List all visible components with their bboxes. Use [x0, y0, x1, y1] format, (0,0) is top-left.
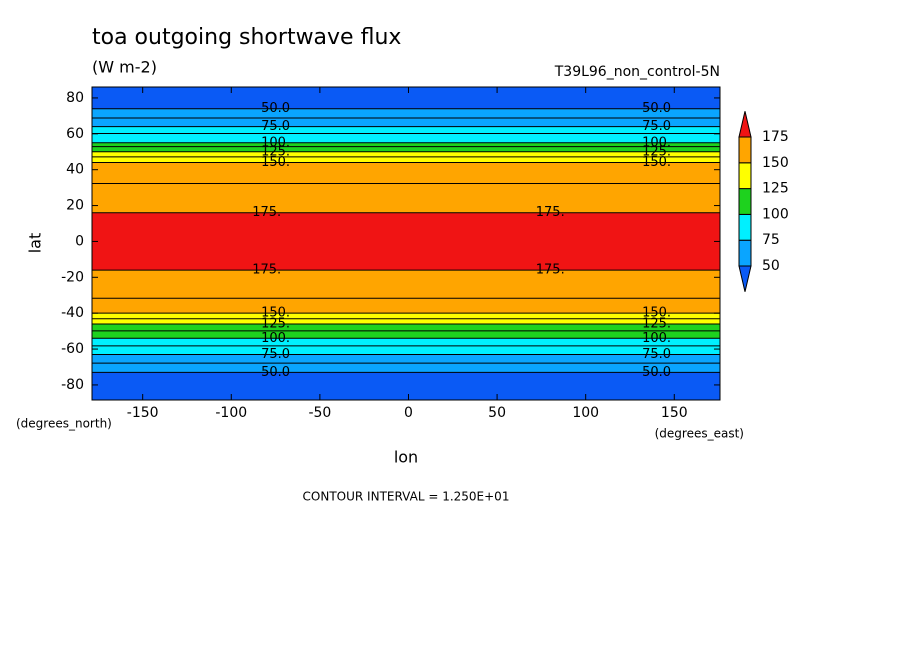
contour-label-bg: 100.: [642, 331, 671, 346]
contour-interval: CONTOUR INTERVAL = 1.250E+01: [303, 490, 510, 504]
colorbar-box: [738, 111, 752, 138]
flux-band: [92, 212, 720, 233]
y-tick-label: -20: [61, 269, 84, 285]
contour-label-bg: 175.: [252, 263, 281, 278]
flux-band: [92, 187, 720, 214]
x-tick-label: -150: [127, 405, 159, 421]
contour-label-bg: 150.: [261, 306, 290, 321]
flux-band: [92, 151, 720, 158]
contour-label-bg: 125.: [261, 144, 290, 159]
flux-band: [92, 330, 720, 339]
contour-label-bg: 125.: [642, 316, 671, 331]
flux-band: [92, 126, 720, 135]
flux-band: [92, 133, 720, 144]
contour-label-bg: 75.0: [642, 347, 671, 362]
flux-band: [92, 146, 720, 153]
flux-band: [92, 345, 720, 355]
flux-band: [92, 318, 720, 325]
x-tick-label: 0: [404, 405, 413, 421]
y-tick-label: 60: [66, 126, 84, 142]
y-tick-label: -40: [61, 305, 84, 321]
flux-band: [92, 162, 720, 188]
contour-label-bg: 125.: [642, 144, 671, 159]
colorbar-box: [738, 265, 752, 292]
x-axis-units: (degrees_east): [655, 427, 744, 441]
contour-label-bg: 175.: [536, 205, 565, 220]
x-tick-label: 150: [661, 405, 688, 421]
colorbar-box: [738, 162, 752, 190]
contour-label-bg: 150.: [261, 155, 290, 170]
contour-label-bg: 50.0: [261, 365, 290, 380]
flux-band: [92, 232, 720, 251]
flux-band: [92, 354, 720, 364]
colorbar-label: 75: [762, 232, 780, 248]
flux-band: [92, 156, 720, 163]
flux-band: [92, 312, 720, 319]
x-tick-label: -50: [308, 405, 331, 421]
contour-label-bg: 175.: [252, 205, 281, 220]
colorbar-label: 175: [762, 129, 789, 145]
contour-label-bg: 175.: [536, 263, 565, 278]
colorbar-label: 50: [762, 258, 780, 274]
x-tick-label: 50: [488, 405, 506, 421]
chart-subtitle: (W m-2): [92, 58, 157, 77]
colorbar-label: 125: [762, 181, 789, 197]
flux-band: [92, 384, 720, 400]
contour-label-bg: 50.0: [261, 101, 290, 116]
flux-band: [92, 142, 720, 147]
plot-area: [92, 87, 720, 400]
x-tick-label: -100: [215, 405, 247, 421]
contour-label-bg: 150.: [642, 155, 671, 170]
plot-frame: [91, 86, 721, 401]
y-tick-label: -80: [61, 377, 84, 393]
colorbar-label: 100: [762, 206, 789, 222]
colorbar-box: [738, 136, 752, 164]
contour-label-bg: 125.: [261, 316, 290, 331]
contour-label-bg: 75.0: [642, 119, 671, 134]
flux-band: [92, 97, 720, 110]
flux-band: [92, 294, 720, 314]
y-tick-label: 0: [75, 233, 84, 249]
colorbar-box: [738, 188, 752, 215]
dataset-label: T39L96_non_control-5N: [554, 64, 720, 80]
flux-band: [92, 250, 720, 271]
colorbar-box: [738, 213, 752, 241]
chart-title: toa outgoing shortwave flux: [92, 25, 401, 50]
contour-label-bg: 100.: [261, 331, 290, 346]
contour-label-bg: 100.: [642, 135, 671, 150]
flux-band: [92, 117, 720, 127]
x-axis-label: lon: [394, 448, 418, 467]
colorbar-label: 150: [762, 155, 789, 171]
flux-band: [92, 372, 720, 386]
contour-label-bg: 50.0: [642, 101, 671, 116]
flux-band: [92, 87, 720, 99]
contour-label-bg: 150.: [642, 306, 671, 321]
flux-band: [92, 108, 720, 118]
flux-band: [92, 363, 720, 373]
y-axis-units: (degrees_north): [16, 417, 112, 431]
flux-band: [92, 323, 720, 332]
x-tick-label: 100: [572, 405, 599, 421]
y-tick-label: 40: [66, 162, 84, 178]
y-tick-label: 20: [66, 198, 84, 214]
contour-label-bg: 75.0: [261, 119, 290, 134]
contour-label-bg: 75.0: [261, 347, 290, 362]
contour-label-bg: 100.: [261, 135, 290, 150]
contour-label-bg: 50.0: [642, 365, 671, 380]
colorbar-box: [738, 239, 752, 267]
flux-band: [92, 269, 720, 296]
y-axis-label: lat: [26, 233, 45, 254]
y-tick-label: -60: [61, 341, 84, 357]
flux-band: [92, 337, 720, 346]
y-tick-label: 80: [66, 90, 84, 106]
